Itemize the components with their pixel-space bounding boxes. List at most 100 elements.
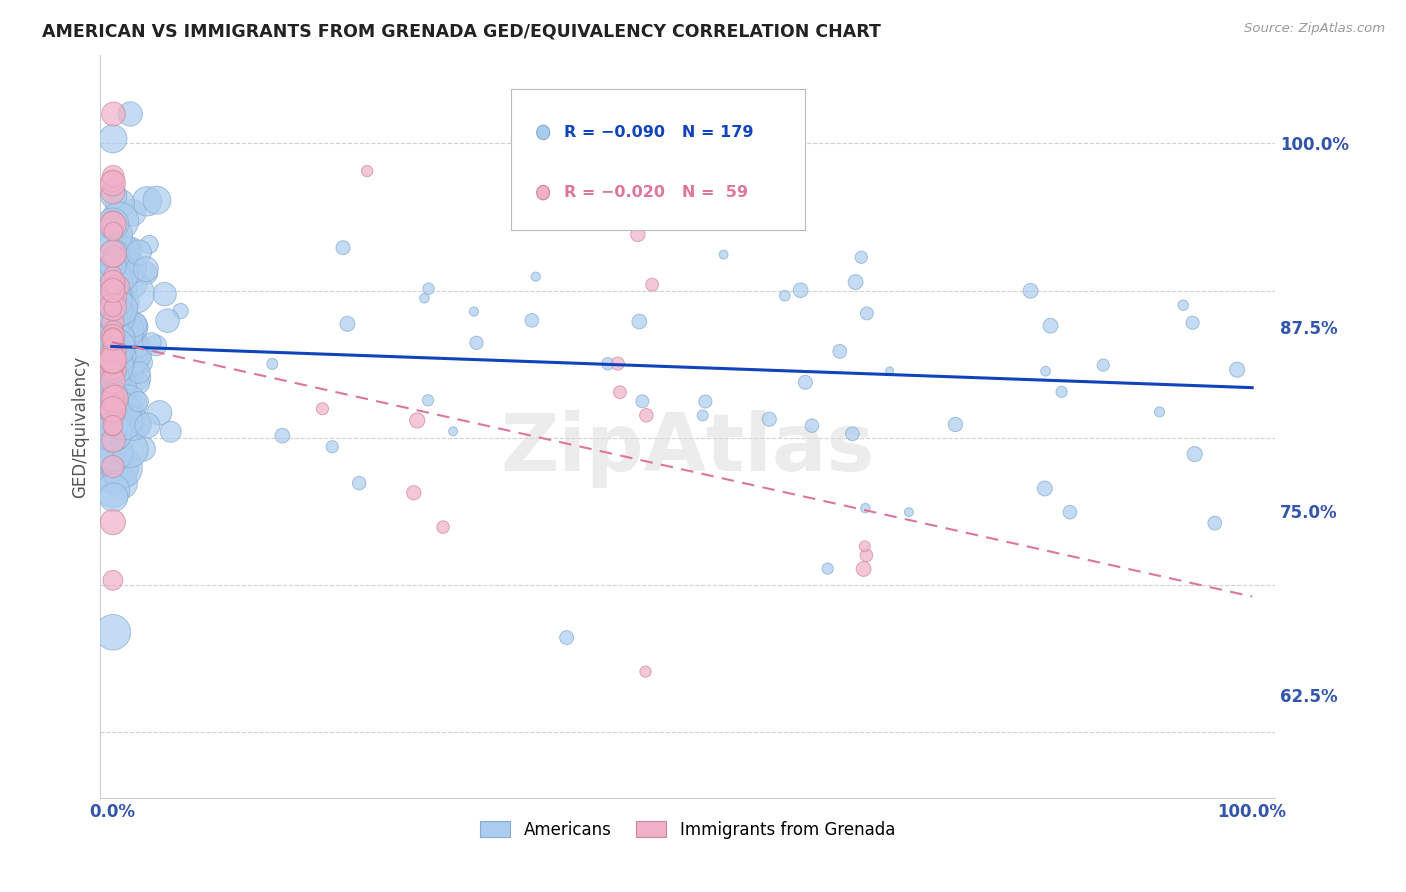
Point xyxy=(101,407,124,421)
Point xyxy=(103,388,125,402)
Point xyxy=(101,388,124,402)
Point xyxy=(125,344,148,359)
Point xyxy=(110,405,132,419)
Point xyxy=(555,631,578,645)
Point xyxy=(141,334,163,349)
Point xyxy=(128,245,150,260)
Point xyxy=(101,374,124,388)
Point xyxy=(1226,362,1249,376)
Point xyxy=(101,574,124,588)
Y-axis label: GED/Equivalency: GED/Equivalency xyxy=(72,356,89,498)
FancyBboxPatch shape xyxy=(512,88,806,230)
Point xyxy=(104,392,127,406)
Point xyxy=(124,286,146,301)
Point xyxy=(101,246,124,260)
Point xyxy=(108,214,131,228)
Text: ZipAtlas: ZipAtlas xyxy=(501,410,875,488)
Point xyxy=(692,409,714,423)
Point xyxy=(1050,384,1073,399)
Point xyxy=(101,294,124,309)
Point xyxy=(118,352,141,367)
Point xyxy=(101,174,124,188)
Point xyxy=(101,294,124,309)
Point xyxy=(103,247,125,261)
Point xyxy=(101,483,124,498)
Ellipse shape xyxy=(537,186,550,200)
Point xyxy=(101,132,124,146)
Point xyxy=(402,485,425,500)
Point xyxy=(101,425,124,440)
Point xyxy=(117,397,139,411)
Point xyxy=(108,349,131,363)
Point xyxy=(101,401,124,415)
Point xyxy=(103,374,125,388)
Point xyxy=(101,402,124,417)
Point xyxy=(1019,284,1042,298)
Point xyxy=(1035,364,1057,378)
Point xyxy=(634,665,657,679)
Point xyxy=(148,406,170,420)
Point xyxy=(169,304,191,318)
Point xyxy=(101,313,124,327)
Point xyxy=(101,275,124,289)
Point xyxy=(1039,318,1062,333)
Point xyxy=(1092,358,1115,372)
Point xyxy=(101,387,124,401)
Point xyxy=(115,243,138,257)
Point xyxy=(111,248,134,262)
Point xyxy=(1149,405,1171,419)
Point xyxy=(524,269,547,284)
Point xyxy=(856,306,879,320)
Point xyxy=(128,371,150,385)
Point xyxy=(103,248,125,262)
Point xyxy=(596,357,619,371)
Point xyxy=(101,346,124,360)
Point xyxy=(120,346,142,360)
Point xyxy=(128,376,150,391)
Point xyxy=(105,340,128,354)
Point xyxy=(441,425,464,439)
Point xyxy=(789,283,811,297)
Point xyxy=(101,352,124,367)
Point xyxy=(101,459,124,474)
Point xyxy=(118,275,141,289)
Point xyxy=(1181,316,1204,330)
Point xyxy=(107,416,129,430)
Point xyxy=(112,414,135,428)
Point xyxy=(103,358,125,372)
Point xyxy=(101,217,124,231)
Point xyxy=(628,314,651,328)
Point xyxy=(108,465,131,479)
Point xyxy=(262,357,284,371)
Point xyxy=(103,107,125,121)
Point xyxy=(879,364,901,378)
Point xyxy=(132,442,155,456)
Point xyxy=(107,401,129,415)
Point xyxy=(104,380,127,394)
Point xyxy=(159,425,181,439)
Point xyxy=(103,225,125,239)
Point xyxy=(641,277,664,292)
Point xyxy=(606,357,628,371)
Point xyxy=(105,345,128,359)
Text: R = −0.020   N =  59: R = −0.020 N = 59 xyxy=(564,186,748,200)
Point xyxy=(271,428,294,442)
Point xyxy=(111,476,134,491)
Point xyxy=(101,228,124,243)
Point xyxy=(101,218,124,232)
Point xyxy=(845,275,868,289)
Point xyxy=(101,351,124,366)
Point xyxy=(101,340,124,354)
Point xyxy=(101,259,124,273)
Point xyxy=(105,314,128,328)
Point xyxy=(853,539,876,553)
Point xyxy=(120,442,142,457)
Point xyxy=(103,343,125,358)
Point xyxy=(101,268,124,282)
Point xyxy=(465,335,488,350)
Point xyxy=(347,476,370,491)
Point xyxy=(103,304,125,318)
Point xyxy=(356,164,378,178)
Point xyxy=(112,323,135,337)
Point xyxy=(108,196,131,211)
